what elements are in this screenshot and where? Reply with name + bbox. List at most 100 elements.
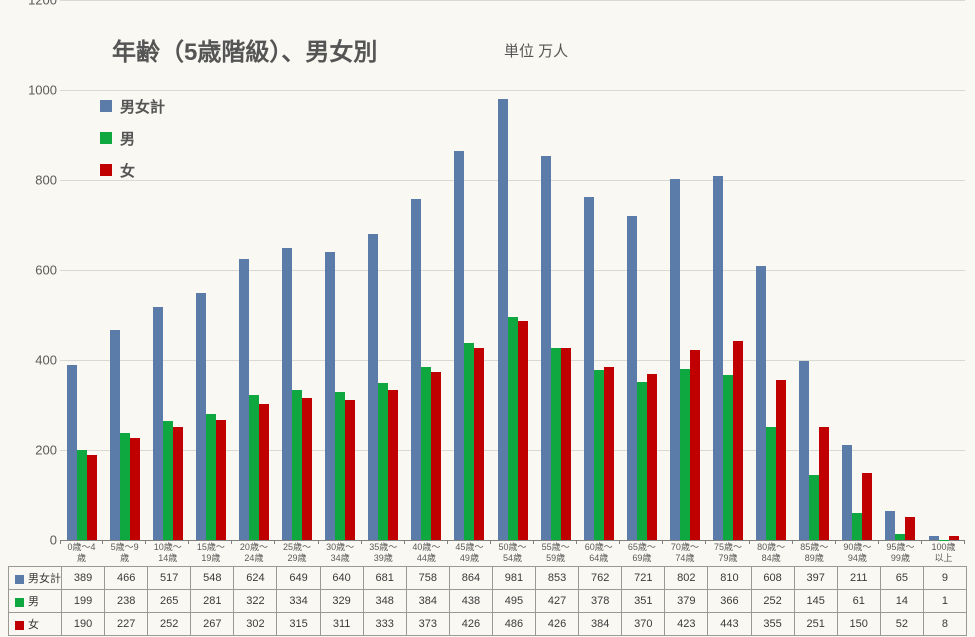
table-row-header: 男女計: [9, 567, 62, 590]
bar-group: [836, 0, 879, 540]
x-tick: [921, 540, 922, 544]
table-cell: 624: [234, 567, 277, 590]
bar: [335, 392, 345, 540]
bar: [292, 390, 302, 540]
table-cell: 373: [406, 613, 449, 636]
bar-groups: [60, 0, 965, 540]
table-cell: 443: [708, 613, 751, 636]
bar-group: [189, 0, 232, 540]
table-row-header: 女: [9, 613, 62, 636]
table-cell: 211: [837, 567, 880, 590]
table-cell: 8: [923, 613, 966, 636]
table-cell: 378: [579, 590, 622, 613]
x-axis-label: 65歳～69歳: [628, 542, 656, 564]
x-tick: [662, 540, 663, 544]
bar: [905, 517, 915, 540]
bar: [929, 536, 939, 540]
table-cell: 9: [923, 567, 966, 590]
bar-group: [663, 0, 706, 540]
bar-group: [319, 0, 362, 540]
bar: [819, 427, 829, 540]
table-cell: 145: [794, 590, 837, 613]
table-cell: 802: [665, 567, 708, 590]
x-axis-label: 70歳～74歳: [671, 542, 699, 564]
table-cell: 681: [363, 567, 406, 590]
table-cell: 384: [579, 613, 622, 636]
y-tick-label: 200: [7, 443, 57, 458]
table-cell: 649: [277, 567, 320, 590]
bar: [852, 513, 862, 540]
x-axis-label: 45歳～49歳: [455, 542, 483, 564]
bar: [733, 341, 743, 540]
table-cell: 199: [62, 590, 105, 613]
table-cell: 981: [492, 567, 535, 590]
table-cell: 423: [665, 613, 708, 636]
x-tick: [102, 540, 103, 544]
table-cell: 348: [363, 590, 406, 613]
table-cell: 265: [148, 590, 191, 613]
bar-group: [232, 0, 275, 540]
y-tick-label: 0: [7, 533, 57, 548]
bar-group: [879, 0, 922, 540]
bar: [885, 511, 895, 540]
row-label: 男: [28, 596, 39, 608]
table-cell: 762: [579, 567, 622, 590]
bar: [249, 395, 259, 540]
x-tick: [705, 540, 706, 544]
bar: [67, 365, 77, 540]
x-axis-label: 20歳～24歳: [240, 542, 268, 564]
bar: [776, 380, 786, 540]
table-cell: 1: [923, 590, 966, 613]
bar: [153, 307, 163, 540]
table-cell: 302: [234, 613, 277, 636]
table-cell: 370: [622, 613, 665, 636]
table-cell: 52: [880, 613, 923, 636]
x-tick: [145, 540, 146, 544]
x-tick: [231, 540, 232, 544]
row-label: 男女計: [28, 573, 61, 585]
bar-group: [793, 0, 836, 540]
bar: [690, 350, 700, 540]
bar: [670, 179, 680, 540]
table-cell: 853: [536, 567, 579, 590]
bar: [604, 367, 614, 540]
bar: [282, 248, 292, 540]
bar-group: [577, 0, 620, 540]
bar: [594, 370, 604, 540]
table-cell: 190: [62, 613, 105, 636]
x-axis-label: 100歳以上: [932, 542, 956, 564]
table-cell: 366: [708, 590, 751, 613]
bar-group: [448, 0, 491, 540]
bar: [325, 252, 335, 540]
table-cell: 238: [105, 590, 148, 613]
x-tick: [533, 540, 534, 544]
table-cell: 329: [320, 590, 363, 613]
table-cell: 426: [449, 613, 492, 636]
bar: [87, 455, 97, 541]
row-label: 女: [28, 619, 39, 631]
bar: [756, 266, 766, 540]
bar-group: [534, 0, 577, 540]
table-cell: 252: [751, 590, 794, 613]
bar: [421, 367, 431, 540]
bar: [809, 475, 819, 540]
data-table: 男女計3894665175486246496406817588649818537…: [8, 566, 967, 636]
bar: [411, 199, 421, 540]
bar-group: [750, 0, 793, 540]
y-tick-label: 400: [7, 353, 57, 368]
table-cell: 281: [191, 590, 234, 613]
row-swatch: [15, 598, 24, 607]
x-axis-label: 75歳～79歳: [714, 542, 742, 564]
table-cell: 486: [492, 613, 535, 636]
bar-group: [620, 0, 663, 540]
table-cell: 379: [665, 590, 708, 613]
x-tick: [60, 540, 61, 544]
x-tick: [619, 540, 620, 544]
bar: [498, 99, 508, 540]
bar: [518, 321, 528, 540]
y-tick-label: 1200: [7, 0, 57, 8]
bar: [173, 427, 183, 540]
bar: [551, 348, 561, 540]
bar: [120, 433, 130, 540]
table-cell: 517: [148, 567, 191, 590]
